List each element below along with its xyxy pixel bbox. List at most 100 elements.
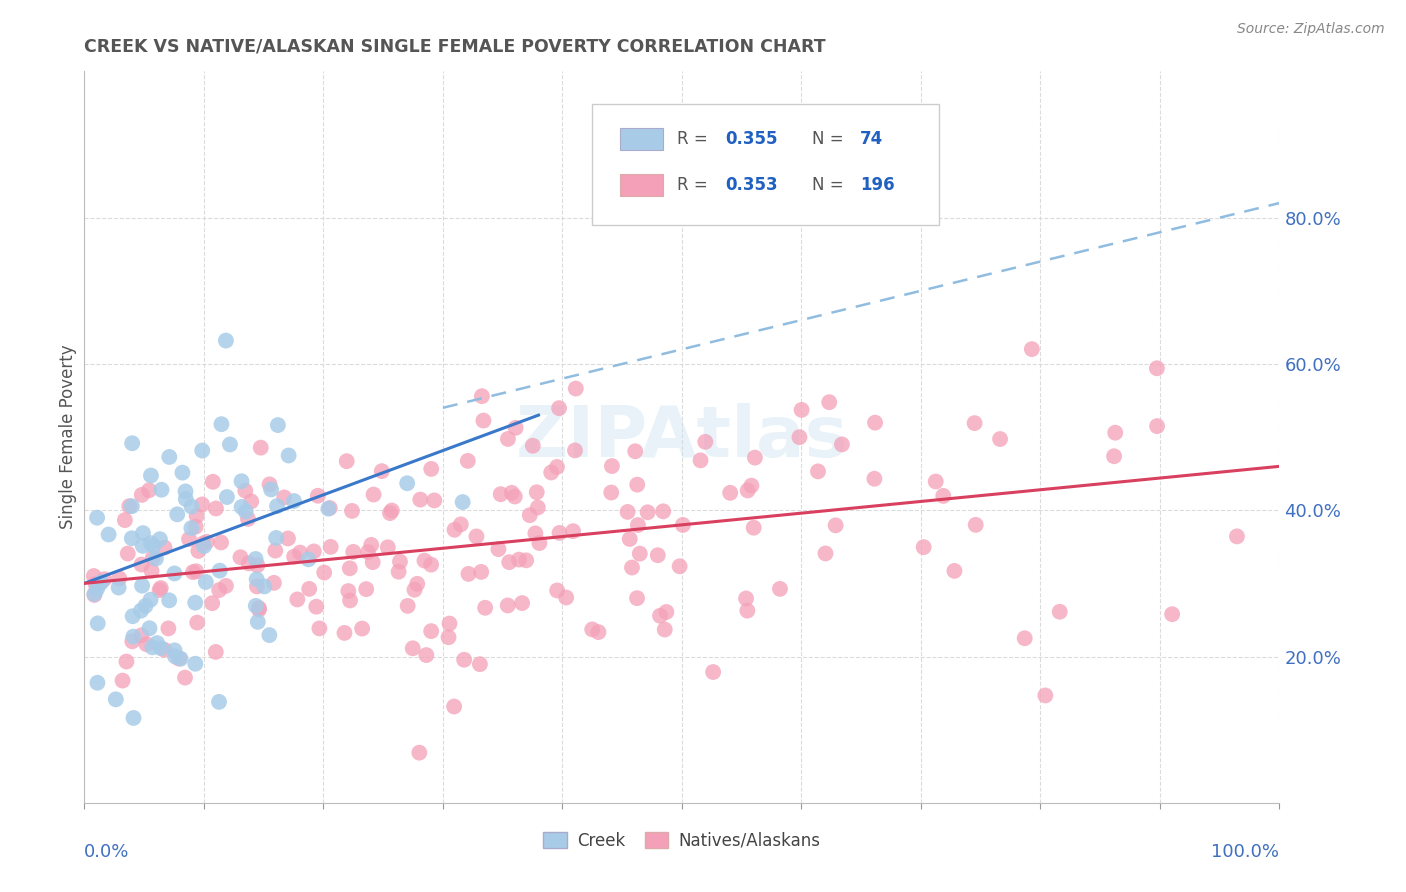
Point	[245, 599, 267, 613]
Point	[360, 538, 382, 552]
Point	[453, 653, 475, 667]
Point	[1146, 419, 1168, 434]
Point	[117, 547, 139, 561]
Point	[169, 651, 191, 665]
Text: 100.0%: 100.0%	[1212, 843, 1279, 861]
Point	[443, 523, 465, 537]
Point	[122, 711, 145, 725]
Point	[131, 488, 153, 502]
Point	[637, 505, 659, 519]
Point	[647, 548, 669, 562]
Point	[339, 561, 361, 575]
Point	[83, 588, 105, 602]
Point	[240, 494, 263, 508]
Text: R =: R =	[678, 129, 713, 148]
Text: N =: N =	[813, 129, 849, 148]
Point	[209, 417, 232, 432]
Point	[737, 604, 759, 618]
Point	[84, 576, 107, 591]
Point	[219, 437, 242, 451]
Point	[319, 540, 342, 554]
Point	[652, 504, 675, 518]
Point	[546, 583, 568, 598]
Point	[89, 577, 111, 591]
Point	[824, 518, 846, 533]
Point	[131, 579, 153, 593]
Point	[769, 582, 792, 596]
Point	[465, 529, 488, 543]
Point	[474, 600, 496, 615]
Point	[308, 621, 330, 635]
Point	[740, 478, 762, 492]
Point	[180, 500, 202, 514]
Point	[943, 564, 966, 578]
FancyBboxPatch shape	[620, 174, 662, 195]
Point	[231, 500, 253, 514]
Point	[555, 591, 578, 605]
Point	[181, 565, 204, 579]
Point	[333, 626, 356, 640]
Point	[186, 615, 208, 630]
Point	[194, 574, 217, 589]
Point	[283, 549, 305, 564]
Point	[1226, 529, 1249, 543]
Point	[789, 430, 811, 444]
Point	[111, 673, 134, 688]
Point	[562, 524, 585, 538]
Point	[1033, 689, 1056, 703]
Point	[266, 499, 288, 513]
Point	[318, 501, 340, 516]
Point	[305, 599, 328, 614]
Point	[406, 577, 429, 591]
Text: R =: R =	[678, 176, 713, 194]
Point	[340, 504, 363, 518]
Point	[86, 675, 108, 690]
Point	[501, 485, 523, 500]
Point	[689, 453, 711, 467]
Point	[246, 615, 269, 629]
Point	[472, 414, 495, 428]
Point	[620, 560, 643, 574]
Point	[863, 472, 886, 486]
Point	[229, 550, 252, 565]
Point	[86, 582, 108, 596]
Point	[138, 621, 160, 635]
Point	[624, 444, 647, 458]
Point	[142, 539, 165, 553]
Point	[807, 464, 830, 478]
Point	[201, 596, 224, 610]
Point	[205, 501, 228, 516]
Point	[134, 599, 156, 613]
FancyBboxPatch shape	[592, 104, 939, 225]
Text: 0.0%: 0.0%	[84, 843, 129, 861]
Point	[402, 641, 425, 656]
Point	[387, 565, 409, 579]
Point	[1102, 449, 1125, 463]
Point	[141, 640, 163, 655]
Point	[246, 558, 269, 573]
Point	[142, 550, 165, 565]
Point	[139, 468, 162, 483]
Point	[83, 569, 105, 583]
Point	[302, 544, 325, 558]
Point	[526, 485, 548, 500]
Point	[496, 599, 519, 613]
Point	[172, 466, 194, 480]
Point	[186, 564, 208, 578]
Point	[259, 477, 281, 491]
Point	[174, 671, 197, 685]
Point	[1161, 607, 1184, 622]
Point	[145, 551, 167, 566]
Point	[336, 454, 359, 468]
Point	[135, 637, 157, 651]
Point	[488, 542, 510, 557]
Point	[790, 403, 813, 417]
Point	[267, 418, 290, 433]
Point	[863, 416, 886, 430]
Point	[503, 490, 526, 504]
Point	[108, 571, 131, 585]
Point	[139, 536, 162, 550]
FancyBboxPatch shape	[620, 128, 662, 150]
Point	[361, 555, 384, 569]
Point	[439, 616, 461, 631]
